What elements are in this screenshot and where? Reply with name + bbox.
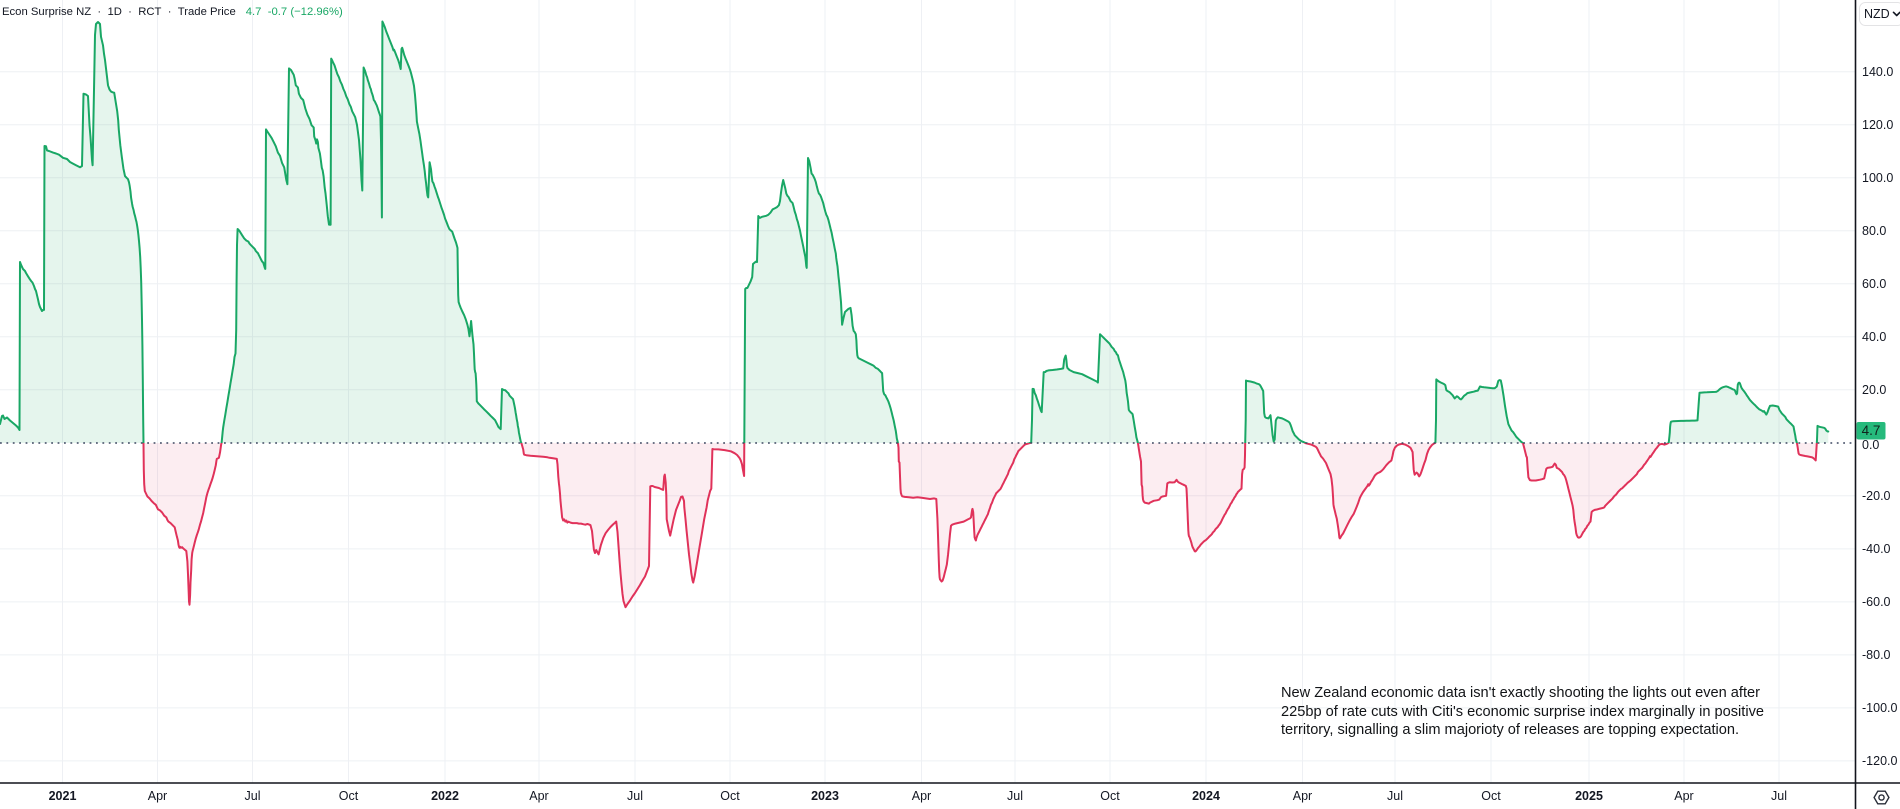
svg-text:Jul: Jul [1771, 789, 1787, 803]
svg-text:Apr: Apr [912, 789, 931, 803]
svg-text:Jul: Jul [627, 789, 643, 803]
svg-text:-80.0: -80.0 [1862, 648, 1891, 662]
svg-text:0.0: 0.0 [1862, 438, 1879, 452]
svg-text:Apr: Apr [1293, 789, 1312, 803]
svg-text:Apr: Apr [529, 789, 548, 803]
svg-text:-100.0: -100.0 [1862, 701, 1897, 715]
svg-text:Jul: Jul [1007, 789, 1023, 803]
svg-text:20.0: 20.0 [1862, 383, 1886, 397]
svg-text:Oct: Oct [339, 789, 359, 803]
svg-text:-120.0: -120.0 [1862, 754, 1897, 768]
svg-text:2023: 2023 [811, 789, 839, 803]
svg-text:Jul: Jul [245, 789, 261, 803]
svg-text:80.0: 80.0 [1862, 224, 1886, 238]
svg-text:2022: 2022 [431, 789, 459, 803]
svg-text:2024: 2024 [1192, 789, 1220, 803]
svg-text:60.0: 60.0 [1862, 277, 1886, 291]
svg-text:4.7: 4.7 [1862, 423, 1881, 438]
svg-text:Apr: Apr [148, 789, 167, 803]
svg-text:100.0: 100.0 [1862, 171, 1893, 185]
svg-text:140.0: 140.0 [1862, 65, 1893, 79]
svg-text:-40.0: -40.0 [1862, 542, 1891, 556]
svg-text:Apr: Apr [1674, 789, 1693, 803]
svg-text:2025: 2025 [1575, 789, 1603, 803]
svg-text:Oct: Oct [1481, 789, 1501, 803]
svg-text:Oct: Oct [720, 789, 740, 803]
svg-text:Jul: Jul [1387, 789, 1403, 803]
svg-text:-60.0: -60.0 [1862, 595, 1891, 609]
svg-text:-20.0: -20.0 [1862, 489, 1891, 503]
svg-text:Oct: Oct [1100, 789, 1120, 803]
svg-text:120.0: 120.0 [1862, 118, 1893, 132]
svg-text:NZD: NZD [1864, 7, 1890, 21]
svg-text:2021: 2021 [49, 789, 77, 803]
svg-text:40.0: 40.0 [1862, 330, 1886, 344]
